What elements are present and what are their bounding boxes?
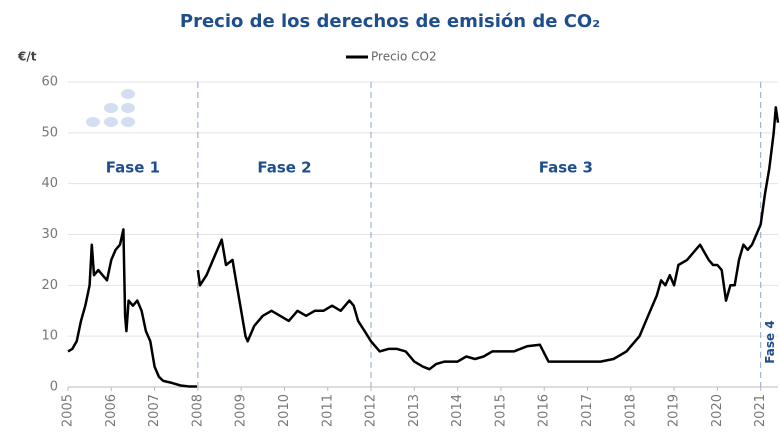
x-tick-label: 2017	[580, 394, 595, 427]
legend-label: Precio CO2	[371, 50, 437, 64]
logo	[86, 89, 135, 127]
x-tick-label: 2009	[234, 394, 249, 427]
x-tick-label: 2012	[364, 394, 379, 427]
y-tick-label: 10	[41, 329, 58, 344]
y-tick-label: 50	[41, 125, 58, 140]
phase-label: Fase 1	[106, 159, 160, 177]
chart-title: Precio de los derechos de emisión de CO₂	[180, 11, 600, 32]
x-tick-label: 2016	[537, 394, 552, 427]
x-tick-label: 2010	[277, 394, 292, 427]
x-tick-label: 2014	[450, 394, 465, 427]
x-tick-label: 2020	[710, 394, 725, 427]
y-unit: €/t	[17, 50, 37, 64]
phase-label: Fase 3	[539, 159, 593, 177]
price-line	[67, 106, 780, 388]
x-tick-label: 2018	[623, 394, 638, 427]
y-tick-label: 40	[41, 176, 58, 191]
x-tick-label: 2021	[753, 394, 768, 427]
x-tick-label: 2019	[667, 394, 682, 427]
y-tick-label: 30	[41, 227, 58, 242]
phase-label: Fase 2	[257, 159, 311, 177]
x-tick-label: 2007	[147, 394, 162, 427]
x-tick-label: 2006	[104, 394, 119, 427]
y-tick-label: 0	[50, 380, 58, 395]
y-tick-label: 60	[41, 75, 58, 90]
x-tick-label: 2008	[190, 394, 205, 427]
x-tick-label: 2011	[320, 394, 335, 427]
x-tick-label: 2013	[407, 394, 422, 427]
x-tick-label: 2015	[493, 394, 508, 427]
phase-label: Fase 4	[763, 320, 777, 363]
y-tick-label: 20	[41, 278, 58, 293]
x-tick-label: 2005	[61, 394, 76, 427]
